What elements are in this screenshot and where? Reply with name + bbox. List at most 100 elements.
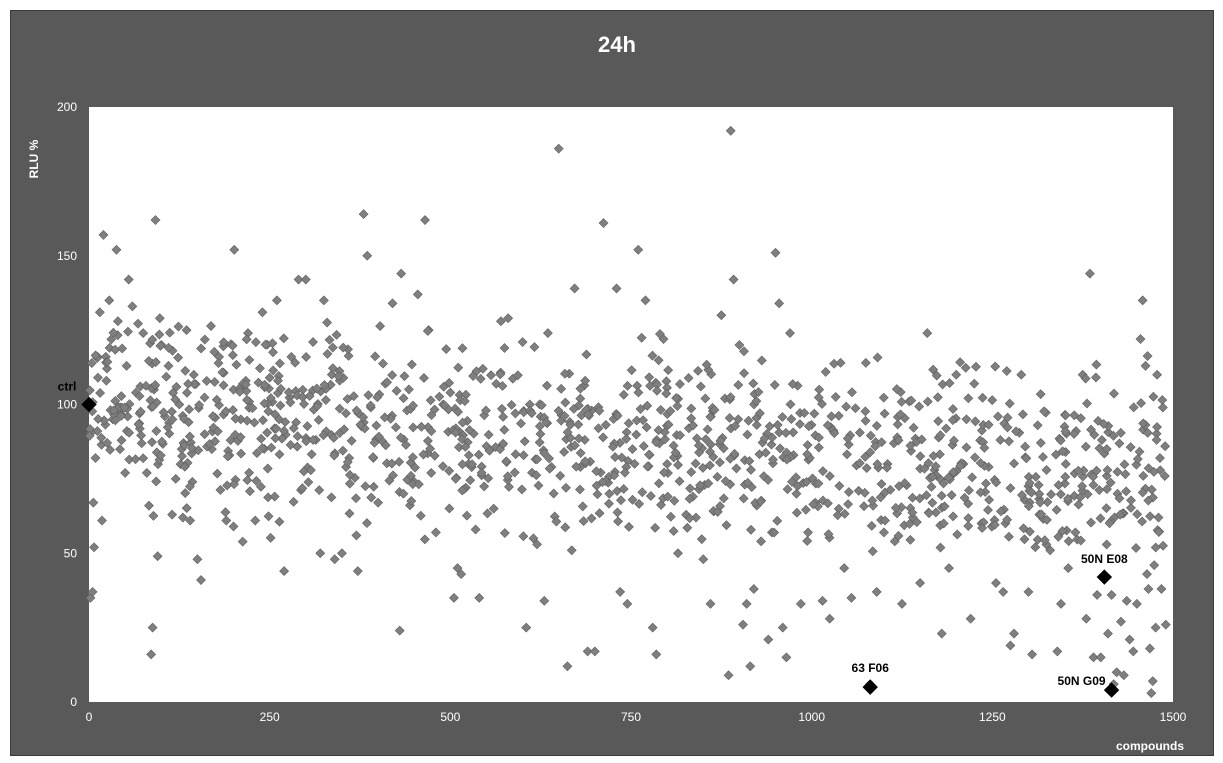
data-point <box>95 388 106 398</box>
data-point <box>457 434 468 445</box>
data-point <box>746 464 756 475</box>
data-point <box>1150 622 1161 633</box>
data-point <box>1053 480 1064 491</box>
data-point <box>1136 398 1146 409</box>
data-point <box>1137 295 1148 306</box>
data-point <box>788 427 799 438</box>
data-point <box>342 457 353 468</box>
data-point <box>867 495 878 506</box>
data-point <box>756 536 767 547</box>
data-point <box>1160 441 1171 452</box>
data-point <box>90 453 101 463</box>
data-point <box>262 427 273 438</box>
data-point <box>725 392 736 403</box>
data-point <box>866 520 877 531</box>
data-point <box>351 530 362 541</box>
data-point <box>1005 483 1016 494</box>
data-point <box>1053 531 1064 542</box>
data-point <box>583 409 593 420</box>
data-point <box>682 522 693 533</box>
data-point <box>452 563 463 574</box>
data-point <box>854 427 865 438</box>
data-point <box>969 378 980 389</box>
data-point <box>612 410 623 421</box>
data-point <box>963 521 974 531</box>
data-point <box>829 358 839 369</box>
data-point <box>1073 499 1084 510</box>
x-tick-label: 1000 <box>798 710 825 724</box>
data-point <box>693 440 704 451</box>
data-point <box>959 492 970 503</box>
data-point <box>256 433 267 444</box>
data-point <box>802 440 813 450</box>
data-point <box>439 400 450 411</box>
data-point <box>1077 481 1088 492</box>
data-point <box>345 470 355 480</box>
data-point <box>199 334 210 345</box>
data-point <box>1016 369 1027 380</box>
data-point <box>123 274 134 285</box>
data-point <box>334 403 345 414</box>
data-point <box>279 566 290 577</box>
data-point <box>241 386 252 396</box>
data-point <box>661 388 672 399</box>
data-point <box>1060 426 1071 437</box>
data-point <box>237 536 248 547</box>
data-point <box>148 401 158 412</box>
data-point <box>665 511 676 522</box>
data-point <box>444 377 455 388</box>
data-point <box>386 458 397 469</box>
data-point <box>785 328 795 339</box>
data-point <box>674 476 685 487</box>
data-point <box>562 661 573 672</box>
data-point <box>231 359 242 370</box>
data-point <box>278 333 289 344</box>
data-point <box>946 490 957 501</box>
data-point <box>473 449 484 460</box>
data-point <box>755 496 766 507</box>
data-point <box>274 516 285 527</box>
data-point <box>1147 676 1158 687</box>
data-point <box>133 318 143 329</box>
x-tick-label: 0 <box>86 710 93 724</box>
data-point <box>715 435 726 446</box>
data-point <box>607 441 618 452</box>
data-point <box>1075 413 1086 424</box>
data-point <box>859 487 870 498</box>
data-point <box>1112 466 1123 477</box>
data-point <box>716 310 727 321</box>
data-point <box>102 363 112 374</box>
data-point <box>425 395 436 406</box>
data-point <box>445 387 456 398</box>
data-point <box>1157 395 1168 405</box>
data-point <box>406 359 417 370</box>
data-point <box>450 473 461 484</box>
data-point <box>854 458 865 469</box>
data-point <box>693 365 703 376</box>
data-point <box>1009 628 1019 639</box>
data-point <box>622 380 633 391</box>
data-point <box>663 365 674 376</box>
data-point <box>865 430 876 441</box>
data-point <box>860 357 871 368</box>
data-point <box>184 431 195 442</box>
data-point <box>267 338 278 349</box>
data-point <box>775 443 785 454</box>
data-point <box>829 428 840 439</box>
data-point <box>299 399 309 409</box>
data-point <box>911 517 922 528</box>
data-point <box>1069 429 1079 439</box>
data-point <box>880 515 890 526</box>
data-point <box>258 415 268 426</box>
data-point <box>1143 495 1154 506</box>
data-point <box>457 485 468 496</box>
data-point <box>156 436 167 447</box>
data-point <box>425 443 436 454</box>
data-point <box>589 646 600 657</box>
data-point <box>965 613 976 624</box>
data-point <box>753 387 764 397</box>
data-point <box>249 417 260 428</box>
data-point <box>275 400 286 411</box>
data-point <box>723 670 734 681</box>
data-point <box>362 518 372 529</box>
